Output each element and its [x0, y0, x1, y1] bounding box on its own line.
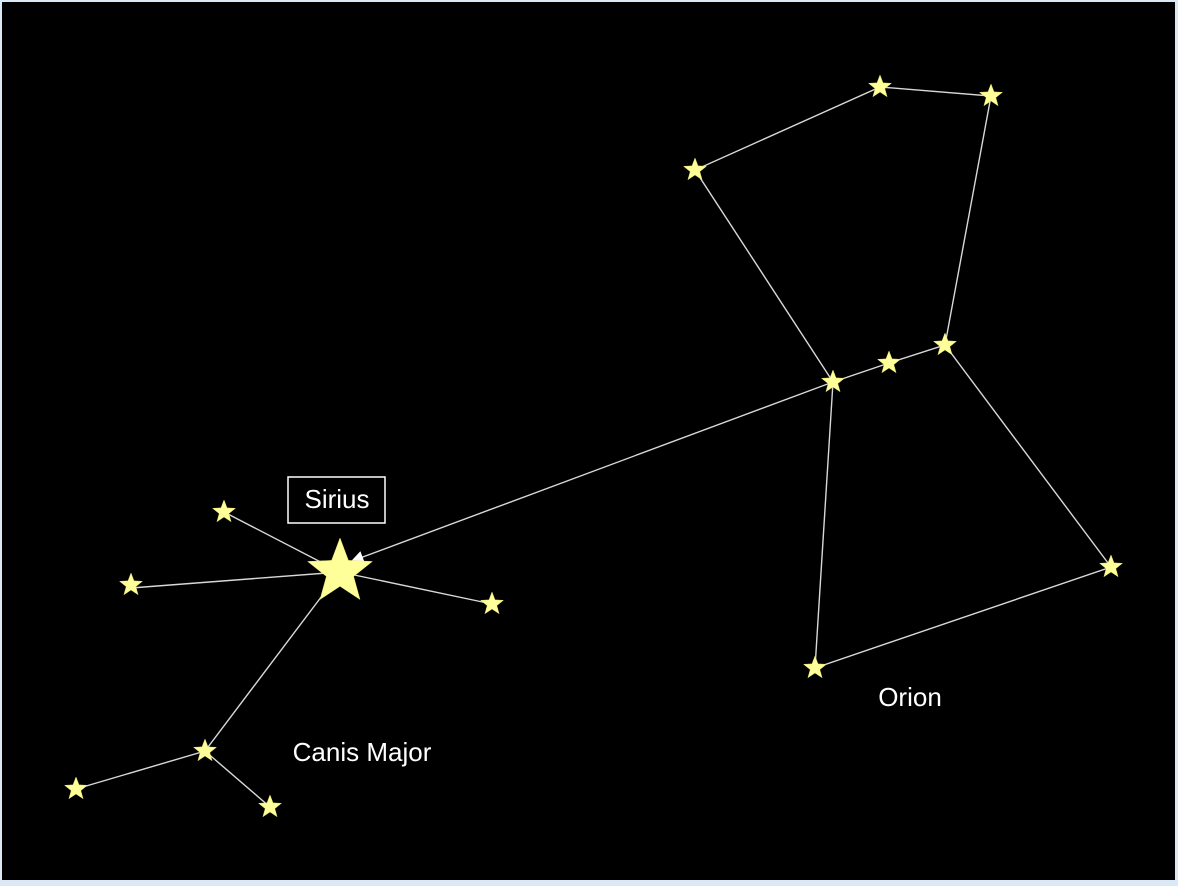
canis-line — [130, 571, 341, 589]
orion-label: Orion — [878, 682, 942, 712]
pointer-arrow — [350, 381, 834, 563]
canis-line — [339, 571, 493, 605]
star — [876, 350, 902, 374]
star — [682, 157, 708, 181]
star — [978, 83, 1004, 107]
constellation-lines — [75, 86, 1113, 808]
star — [802, 655, 828, 679]
star — [932, 332, 958, 356]
star — [1098, 554, 1124, 578]
star — [63, 776, 89, 800]
star — [307, 537, 373, 601]
star — [192, 738, 218, 762]
star — [118, 572, 144, 596]
orion-body — [814, 344, 1113, 670]
canis-major-label: Canis Major — [293, 737, 432, 767]
star — [211, 499, 237, 523]
star — [257, 794, 283, 818]
sirius-label-box — [287, 476, 386, 524]
star — [479, 591, 505, 615]
canis-line — [204, 750, 271, 808]
star — [820, 369, 846, 393]
stars — [63, 74, 1124, 818]
sirius-label: Sirius — [304, 484, 369, 514]
star — [867, 74, 893, 98]
